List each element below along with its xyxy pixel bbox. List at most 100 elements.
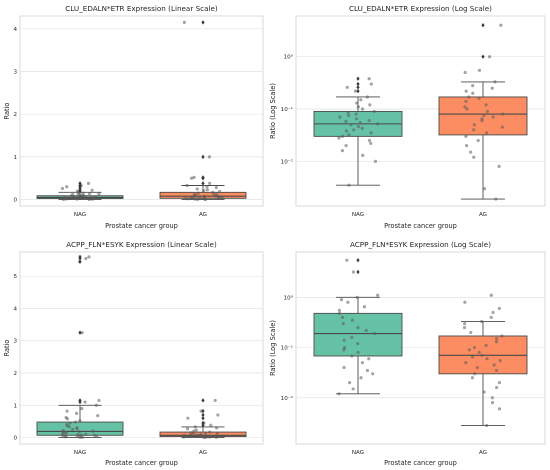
data-point <box>65 409 69 413</box>
data-point <box>193 197 197 201</box>
data-point <box>492 363 496 367</box>
y-tick-label: 0 <box>13 436 17 442</box>
box-ag <box>159 431 247 438</box>
data-point <box>186 197 190 201</box>
data-point <box>497 164 501 169</box>
outlier-marker <box>201 408 205 414</box>
data-point <box>477 350 481 355</box>
data-point <box>360 126 364 130</box>
data-point <box>353 89 358 93</box>
outlier-marker <box>356 85 360 90</box>
data-point <box>75 426 79 430</box>
data-point <box>64 434 68 438</box>
outlier-marker <box>201 20 205 25</box>
y-tick-label: 5 <box>13 274 17 280</box>
y-tick-label: 10⁰ <box>284 54 294 61</box>
data-point <box>355 295 359 299</box>
data-point <box>337 311 342 315</box>
data-point <box>364 328 368 332</box>
x-tick-label-ag: AG <box>479 450 487 456</box>
y-axis-label: Ratio <box>3 340 11 357</box>
box-nag <box>36 421 124 436</box>
data-point <box>214 434 218 439</box>
panel-title: ACPP_FLN*ESYK Expression (Log Scale) <box>350 240 491 249</box>
y-tick-label: 10⁻² <box>281 395 293 402</box>
data-point <box>464 89 468 93</box>
data-point <box>480 353 484 357</box>
outlier-marker <box>356 76 360 81</box>
panel-title: CLU_EDALN*ETR Expression (Linear Scale) <box>65 4 218 13</box>
data-point <box>342 338 346 342</box>
data-point <box>94 403 98 407</box>
y-tick-label: 2 <box>13 371 17 377</box>
data-point <box>208 430 212 434</box>
data-point <box>215 432 219 436</box>
data-point <box>64 415 68 420</box>
data-point <box>351 270 356 274</box>
data-point <box>467 348 471 352</box>
data-point <box>485 131 489 135</box>
data-point <box>359 98 363 102</box>
data-point <box>338 115 342 119</box>
data-point <box>68 421 72 425</box>
data-point <box>96 196 100 201</box>
data-point <box>186 416 190 420</box>
data-point <box>195 433 199 437</box>
data-point <box>214 426 219 430</box>
data-point <box>495 337 499 341</box>
data-point <box>64 430 69 434</box>
boxes <box>313 257 528 428</box>
x-tick-label-nag: NAG <box>74 450 86 456</box>
data-point <box>208 181 212 185</box>
y-tick-label: 3 <box>13 70 17 76</box>
data-point <box>344 143 348 148</box>
outlier-marker <box>201 420 205 426</box>
data-point <box>485 423 489 428</box>
data-point <box>482 113 486 118</box>
data-point <box>356 350 360 355</box>
data-point <box>356 325 360 330</box>
data-point <box>93 195 97 199</box>
box-nag <box>313 312 403 357</box>
data-point <box>464 143 469 148</box>
data-point <box>350 318 354 322</box>
data-point <box>469 150 473 154</box>
data-point <box>369 141 373 146</box>
data-point <box>362 305 367 309</box>
data-point <box>494 340 499 344</box>
data-point <box>469 330 473 335</box>
data-point <box>354 117 359 121</box>
data-point <box>465 107 469 111</box>
data-point <box>464 99 468 103</box>
data-point <box>463 105 467 109</box>
data-point <box>63 195 67 199</box>
data-point <box>356 341 360 346</box>
data-point <box>355 101 359 105</box>
y-tick-label: 2 <box>13 112 17 118</box>
data-point <box>369 131 373 135</box>
data-point <box>183 196 187 201</box>
boxes <box>313 23 528 201</box>
data-point <box>491 115 495 119</box>
data-point <box>497 407 502 411</box>
data-point <box>217 189 222 194</box>
data-point <box>473 372 477 376</box>
data-point <box>373 159 378 163</box>
data-point <box>60 186 65 191</box>
boxes <box>36 20 247 202</box>
data-point <box>489 315 493 319</box>
outlier-marker <box>78 398 82 403</box>
data-point <box>203 434 207 439</box>
data-point <box>485 109 490 114</box>
data-point <box>463 300 467 304</box>
data-point <box>487 55 492 59</box>
outlier-marker <box>201 181 205 186</box>
data-point <box>494 368 499 373</box>
data-point <box>367 357 371 361</box>
data-point <box>489 293 493 297</box>
data-point <box>345 85 349 89</box>
x-axis-label: Prostate cancer group <box>105 459 178 467</box>
data-point <box>80 331 84 335</box>
x-tick-label-ag: AG <box>479 212 487 218</box>
outlier-marker <box>201 175 205 180</box>
